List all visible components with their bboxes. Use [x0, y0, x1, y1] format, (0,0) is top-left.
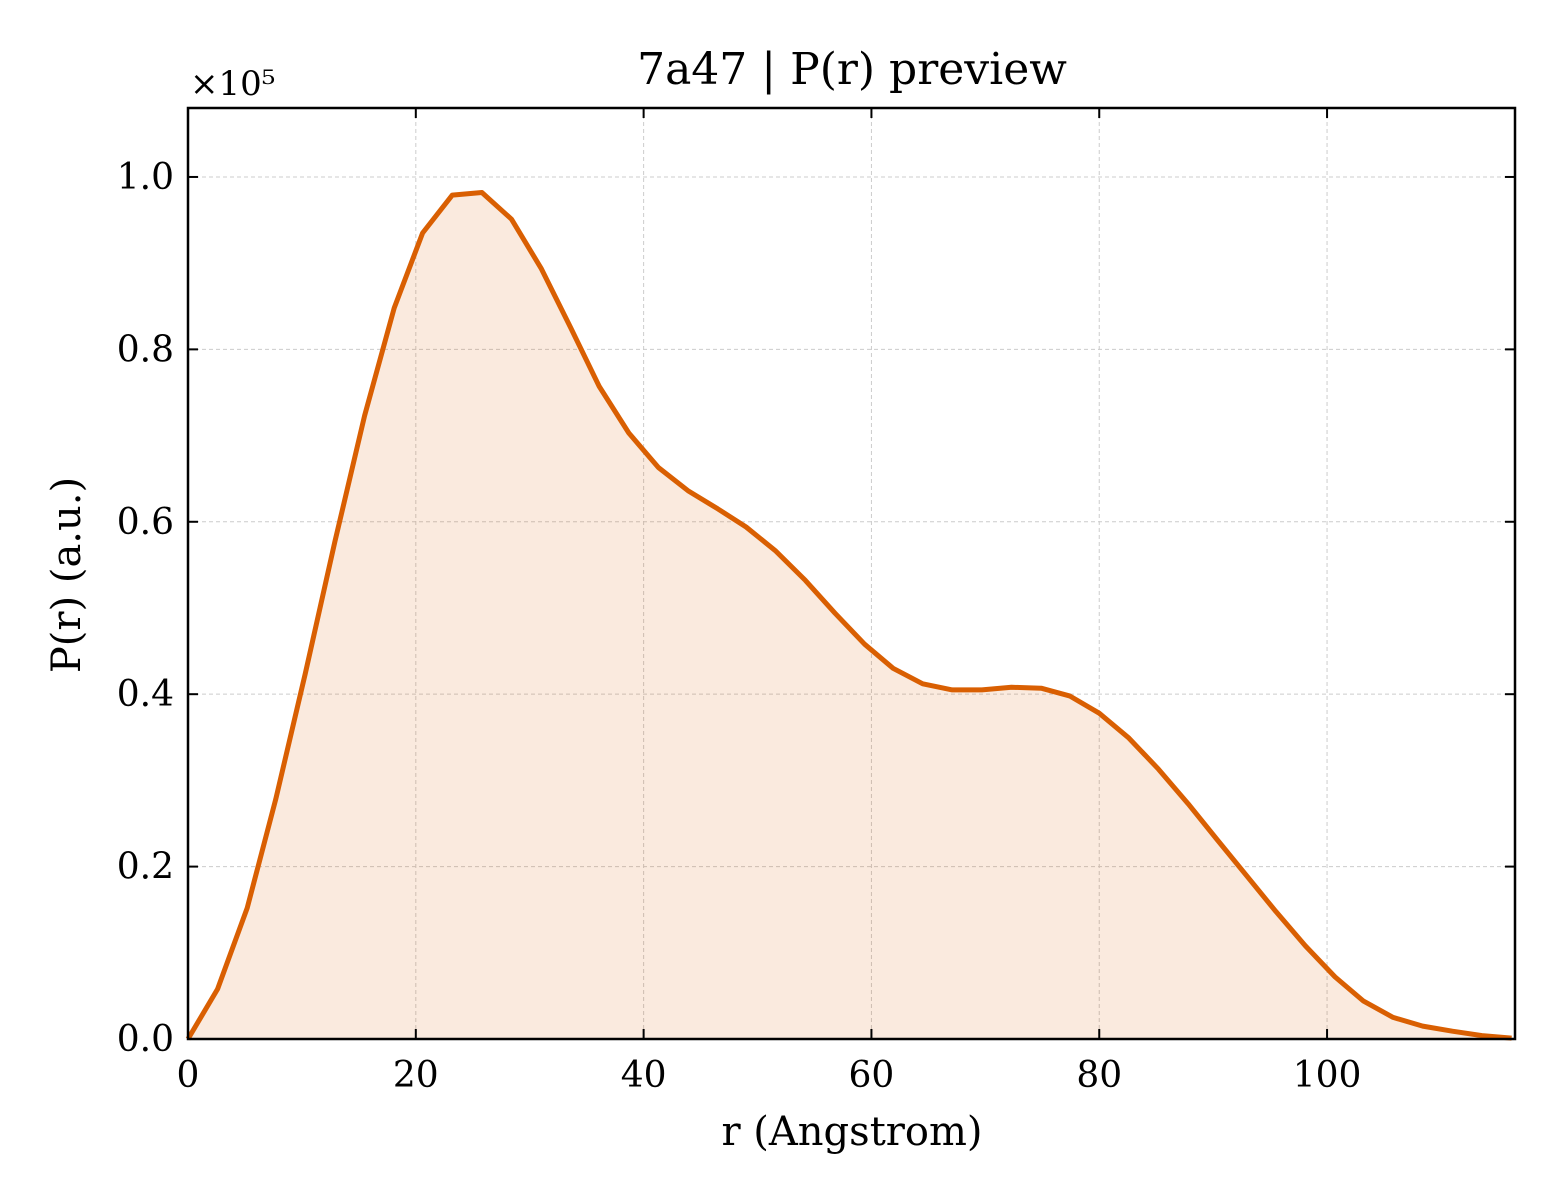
- x-tick-label: 0: [177, 1055, 200, 1096]
- x-tick-label: 20: [393, 1055, 439, 1096]
- series-area-fill: [188, 192, 1512, 1039]
- y-tick-label: 1.0: [117, 157, 174, 198]
- plot-frame: [186, 106, 1517, 1041]
- x-tick-label: 60: [849, 1055, 895, 1096]
- y-tick-label: 0.0: [117, 1019, 174, 1060]
- x-axis-label: r (Angstrom): [721, 1109, 982, 1155]
- y-tick-label: 0.8: [117, 329, 174, 370]
- x-tick-label: 100: [1293, 1055, 1362, 1096]
- y-tick-label: 0.6: [117, 502, 174, 543]
- y-tick-label: 0.4: [117, 674, 174, 715]
- y-tick-label: 0.2: [117, 847, 174, 888]
- x-tick-label: 80: [1076, 1055, 1122, 1096]
- series-line: [185, 190, 1512, 1041]
- y-axis-label: P(r) (a.u.): [44, 477, 90, 673]
- y-axis-multiplier-label: ×10⁵: [190, 64, 275, 104]
- x-tick-label: 40: [621, 1055, 667, 1096]
- chart-title: 7a47 | P(r) preview: [637, 44, 1067, 95]
- tick-labels: 0 20 40 60 80 100 0.0 0.2 0.4 0.6 0.8 1.0: [117, 157, 1362, 1096]
